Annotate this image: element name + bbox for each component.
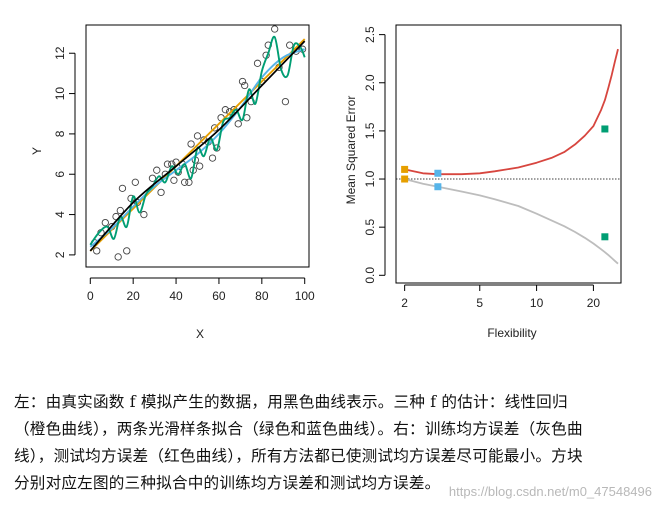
data-point [131,178,139,186]
test-mse-curve [404,48,619,176]
test-mse-marker-spline-rough [601,125,609,133]
data-point [234,120,242,128]
data-point [281,97,290,106]
test-mse-marker-linear [401,165,409,173]
right-plot-frame [395,24,622,284]
left-y-axis: 2 4 6 8 10 12 [53,46,76,258]
train-mse-marker-linear [401,175,409,183]
data-point [271,25,279,33]
data-point [148,174,157,182]
y-tick-label: 6 [53,171,67,178]
fit-lines [89,35,306,252]
x-tick-label: 100 [295,289,315,303]
train-mse-marker-spline-smooth [434,183,442,191]
left-plot-frame [85,24,310,268]
x-tick-label: 5 [476,296,483,310]
x-tick-label: 0 [87,289,94,303]
caption-line: （橙色曲线），两条光滑样条拟合（绿色和蓝色曲线）。右：训练均方误差（灰色曲 [14,420,583,438]
caption-line: 线），测试均方误差（红色曲线），所有方法都已使测试均方误差尽可能最小。方块 [14,447,583,465]
data-point [116,206,124,215]
y-tick-label: 4 [53,211,67,218]
data-point [153,166,161,174]
data-point [241,81,249,90]
data-point [163,160,172,168]
y-tick-label: 0.5 [363,219,377,236]
left-panel: 0 20 40 60 80 100 2 4 6 8 10 12 X Y [30,24,315,341]
y-tick-label: 12 [53,46,67,60]
left-y-label: Y [30,147,44,155]
y-tick-label: 0.0 [363,267,377,284]
left-x-axis: 0 20 40 60 80 100 [87,277,315,303]
data-point [193,132,202,140]
right-x-axis: 2 5 10 20 [401,284,601,310]
figure: 0 20 40 60 80 100 2 4 6 8 10 12 X Y 2 5 10 20 0.0 0.5 1… [30,24,622,341]
y-tick-label: 1.5 [363,122,377,139]
test-mse-marker-spline-smooth [434,169,442,177]
y-tick-label: 2 [53,251,67,258]
data-point [180,178,189,186]
data-point [286,41,294,49]
data-point [101,218,109,227]
figure-caption: 左：由真实函数 f 模拟产生的数据，用黑色曲线表示。三种 f 的估计：线性回归 … [14,389,654,497]
data-point [208,154,217,162]
data-point [114,253,122,261]
data-point [157,188,165,197]
true-function-line [89,40,306,252]
y-tick-label: 2.0 [363,74,377,91]
data-point [185,178,193,186]
data-point [123,247,131,255]
x-tick-label: 20 [587,296,601,310]
right-x-label: Flexibility [487,326,536,340]
y-tick-label: 1.0 [363,170,377,187]
y-tick-label: 2.5 [363,26,377,43]
data-point [187,140,195,148]
data-point [140,210,148,219]
y-tick-label: 8 [53,130,67,137]
data-point [253,59,262,67]
data-point [118,184,127,193]
x-tick-label: 60 [212,289,226,303]
x-tick-label: 40 [169,289,183,303]
right-y-axis: 0.0 0.5 1.0 1.5 2.0 2.5 [363,26,386,284]
data-point [211,124,219,132]
data-point [93,247,101,255]
x-tick-label: 80 [255,289,269,303]
left-x-label: X [196,327,204,341]
data-point [195,162,204,170]
mse-curves [404,48,619,265]
x-tick-label: 2 [401,296,408,310]
y-tick-label: 10 [53,87,67,101]
data-point [238,77,247,86]
watermark: https://blog.csdn.net/m0_47548496 [448,484,652,499]
train-mse-marker-spline-rough [601,233,609,241]
right-y-label: Mean Squared Error [344,96,358,205]
data-point [170,176,178,184]
data-point [221,106,230,114]
x-tick-label: 10 [530,296,544,310]
caption-line: 分别对应左图的三种拟合中的训练均方误差和测试均方误差。 [14,474,441,492]
training-mse-curve [404,178,619,265]
fit-line-spline-rough [89,35,306,246]
fit-line-spline-smooth [89,48,306,248]
data-point [213,144,221,152]
x-tick-label: 20 [126,289,140,303]
fit-markers [401,125,609,241]
caption-line: 左：由真实函数 f 模拟产生的数据，用黑色曲线表示。三种 f 的估计：线性回归 [14,393,568,411]
right-panel: 2 5 10 20 0.0 0.5 1.0 1.5 2.0 2.5 Flexibility Me… [344,24,622,340]
